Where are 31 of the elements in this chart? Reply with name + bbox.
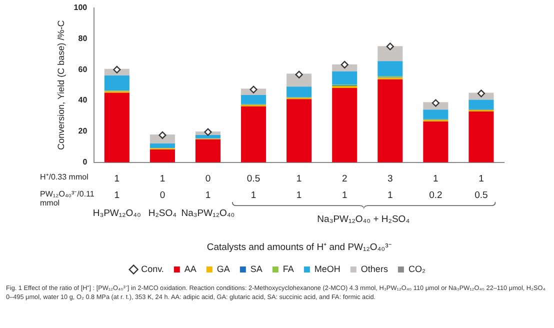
legend-label: SA — [250, 264, 262, 274]
y-tick-label: 80 — [78, 34, 88, 43]
text: H₃PW₁₂O₄₀ — [92, 208, 142, 219]
x-tick-label: 1 0 — [160, 173, 166, 201]
legend-label: FA — [282, 264, 294, 274]
x-tick-label: 1 1 — [296, 173, 302, 201]
y-tick-label: 40 — [78, 96, 88, 105]
x-tick-label: 1 0.5 — [474, 173, 488, 201]
y-tick-label: 20 — [78, 126, 88, 136]
y-tick-label: 0 — [82, 158, 88, 167]
x-tick-label: 2 1 — [342, 173, 348, 201]
y-axis-title: Conversion, Yield (C base) /%-C — [56, 20, 66, 150]
text: Na₃PW₁₂O₄₀ — [181, 208, 235, 219]
x-tick-label: 1 1 — [114, 173, 120, 201]
y-tick-label: 60 — [78, 64, 88, 74]
x-tick-label: 0 1 — [205, 173, 211, 201]
legend-label: MeOH — [314, 264, 340, 274]
text: H⁺/0.33 mmol — [40, 172, 89, 182]
legend-label: CO₂ — [408, 264, 426, 274]
x-tick-label: 3 1 — [388, 173, 393, 201]
legend-label: AA — [184, 264, 196, 274]
legend-label: GA — [216, 264, 230, 274]
text: PW₁₂O₄₀³⁻/0.11 mmol — [40, 190, 95, 208]
legend-label: Others — [360, 264, 388, 274]
x-tick-label: 1 0.2 — [429, 173, 442, 201]
legend-label: Conv. — [141, 264, 164, 274]
text: Na₃PW₁₂O₄₀ + H₂SO₄ — [317, 214, 410, 225]
text: H₂SO₄ — [148, 208, 177, 219]
x-axis-title: Catalysts and amounts of H⁺ and PW₁₂O₄₀³⁻ — [206, 242, 392, 253]
x-tick-label: 0.5 1 — [246, 173, 260, 201]
y-tick-label: 100 — [74, 3, 88, 12]
